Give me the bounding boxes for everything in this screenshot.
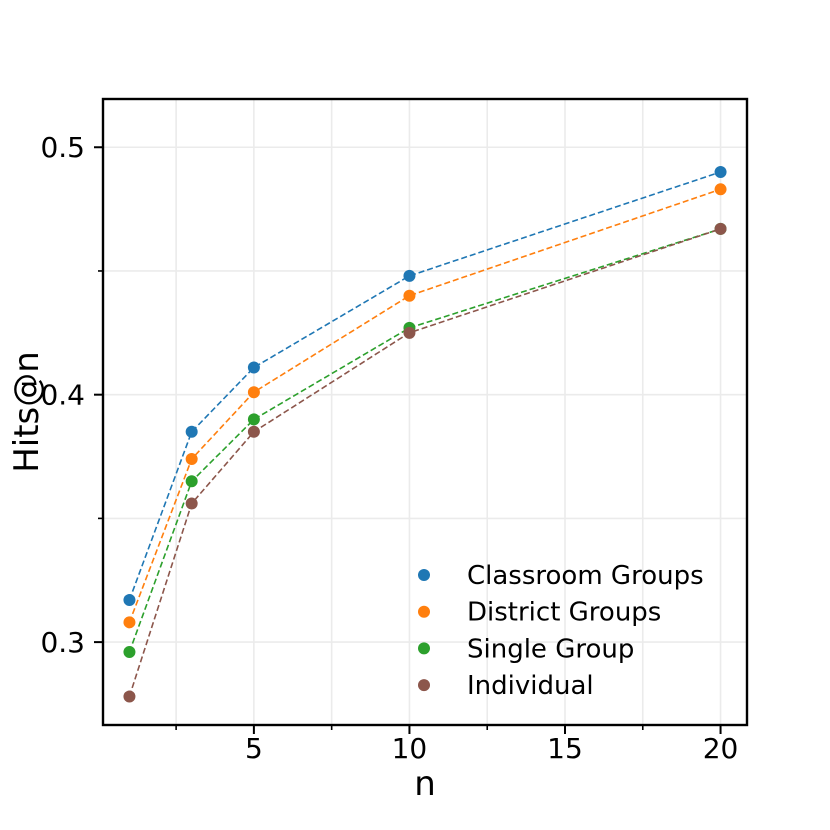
data-point [403, 269, 416, 282]
x-tick-label: 5 [245, 732, 263, 765]
data-point [185, 497, 198, 510]
legend-marker [418, 569, 430, 581]
grid [103, 99, 747, 725]
legend-marker [418, 642, 430, 655]
legend-label: District Groups [467, 598, 661, 628]
data-point [185, 425, 198, 438]
y-axis-title: Hits@n [7, 351, 47, 473]
series [123, 183, 727, 629]
x-axis-title: n [414, 764, 436, 804]
y-tick-label: 0.3 [40, 626, 85, 659]
data-point [247, 425, 260, 438]
data-point [185, 453, 198, 466]
data-point [714, 183, 727, 196]
data-point [123, 616, 136, 629]
legend: Classroom Groups District Groups Single Gr… [418, 561, 704, 701]
plot-series [123, 165, 727, 703]
series [123, 222, 727, 703]
data-point [714, 165, 727, 178]
legend-label: Classroom Groups [467, 561, 704, 591]
data-point [714, 222, 727, 235]
legend-label: Single Group [467, 634, 634, 664]
series [123, 222, 727, 659]
data-point [247, 361, 260, 374]
legend-marker [418, 605, 430, 618]
data-point [123, 594, 136, 607]
legend-label: Individual [467, 671, 594, 701]
y-tick-label: 0.5 [40, 131, 85, 164]
data-point [403, 326, 416, 339]
data-point [403, 289, 416, 302]
series [123, 165, 727, 607]
data-point [123, 646, 136, 659]
legend-marker [418, 679, 430, 692]
data-point [247, 386, 260, 399]
y-tick-label: 0.4 [40, 379, 85, 412]
plot-frame [101, 97, 749, 727]
series-line [128, 171, 721, 601]
data-point [247, 413, 260, 426]
data-point [123, 690, 136, 703]
data-point [185, 475, 198, 488]
x-tick-label: 20 [703, 732, 739, 765]
x-tick-label: 10 [392, 732, 428, 765]
series-line [128, 228, 721, 653]
series-line [128, 188, 721, 623]
x-tick-label: 15 [547, 732, 583, 765]
axis-ticks: 5 10 15 20 0.3 0.4 0.5 [40, 131, 738, 765]
